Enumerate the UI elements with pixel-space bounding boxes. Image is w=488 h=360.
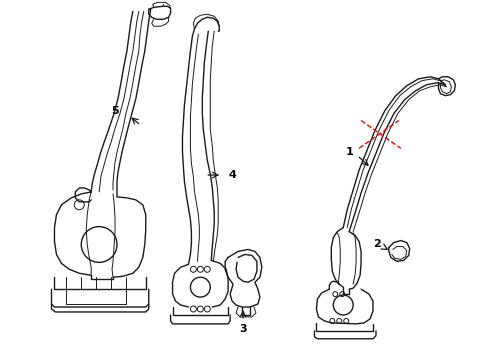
Text: 1: 1 <box>345 147 352 157</box>
Text: 4: 4 <box>228 170 236 180</box>
Text: 3: 3 <box>239 324 246 334</box>
Text: 5: 5 <box>111 105 119 116</box>
Text: 2: 2 <box>372 239 380 249</box>
